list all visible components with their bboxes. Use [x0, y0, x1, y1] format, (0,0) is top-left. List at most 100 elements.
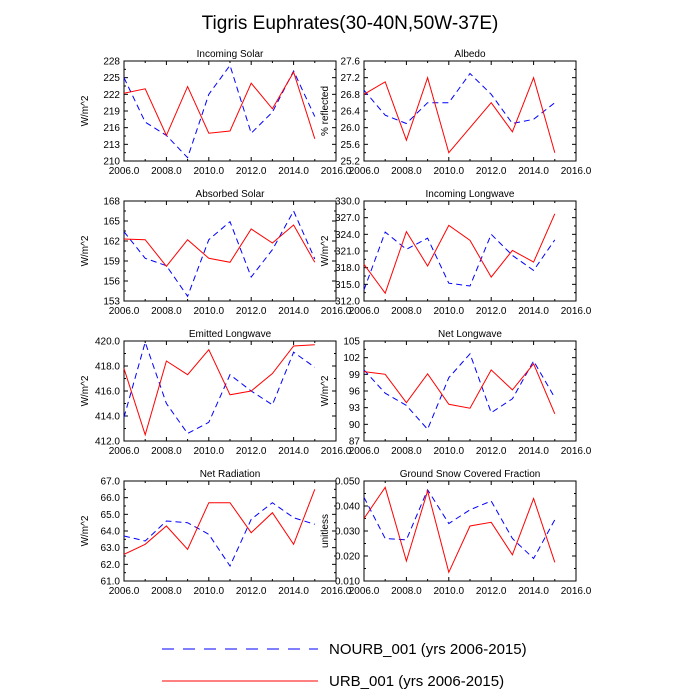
series-line-urb-001	[123, 344, 315, 437]
x-tick-label: 2012.0	[476, 586, 507, 597]
x-tick-label: 2006.0	[349, 306, 380, 317]
y-tick-label: 219	[103, 107, 120, 118]
y-tick-label: 66.0	[101, 493, 121, 504]
y-tick-label: 418.0	[95, 362, 120, 373]
chart-title: Emitted Longwave	[189, 329, 272, 340]
y-axis-label: W/m^2	[80, 375, 91, 406]
x-tick-label: 2012.0	[236, 446, 267, 457]
y-tick-label: 156	[103, 277, 120, 288]
y-tick-label: 99	[349, 370, 361, 381]
y-tick-label: 27.6	[341, 57, 361, 68]
y-tick-label: 222	[103, 90, 120, 101]
y-axis-label: W/m^2	[80, 235, 91, 266]
y-tick-label: 216	[103, 123, 120, 134]
chart-title: Net Radiation	[200, 469, 261, 480]
chart-title: Absorbed Solar	[196, 189, 266, 200]
series-line-nourb-001	[363, 231, 556, 291]
x-tick-label: 2008.0	[391, 306, 422, 317]
y-tick-label: 96	[349, 387, 361, 398]
y-tick-label: 25.6	[341, 140, 361, 151]
chart-net-radiation: Net Radiation W/m^2 2006.0 2008.0 2010.0 2012…	[80, 469, 352, 597]
x-tick-label: 2006.0	[349, 446, 380, 457]
figure-title: Tigris Euphrates(30-40N,50W-37E)	[202, 13, 499, 34]
y-tick-label: 168	[103, 197, 120, 208]
x-tick-label: 2010.0	[194, 586, 225, 597]
x-tick-label: 2016.0	[561, 446, 592, 457]
y-tick-label: 414.0	[95, 412, 120, 423]
chart-absorbed-solar: Absorbed Solar W/m^2 2006.0 2008.0 2010.0 201…	[80, 189, 352, 317]
x-tick-label: 2012.0	[476, 446, 507, 457]
x-tick-label: 2014.0	[518, 446, 549, 457]
series-line-urb-001	[363, 362, 556, 414]
series-line-urb-001	[363, 76, 556, 154]
series-line-urb-001	[123, 489, 316, 555]
x-tick-label: 2006.0	[349, 166, 380, 177]
x-tick-label: 2014.0	[518, 306, 549, 317]
x-tick-label: 2012.0	[236, 166, 267, 177]
x-tick-label: 2008.0	[151, 586, 182, 597]
y-tick-label: 102	[343, 353, 360, 364]
x-tick-label: 2006.0	[109, 586, 140, 597]
x-tick-label: 2010.0	[194, 166, 225, 177]
series-line-nourb-001	[363, 72, 556, 125]
y-tick-label: 0.030	[335, 527, 360, 538]
legend-label-urb: URB_001 (yrs 2006-2015)	[329, 673, 504, 690]
chart-incoming-solar: Incoming Solar W/m^2 2006.0 2008.0 2010.0 201…	[80, 49, 352, 177]
x-tick-label: 2016.0	[561, 586, 592, 597]
chart-title: Incoming Longwave	[426, 189, 515, 200]
x-tick-label: 2006.0	[109, 306, 140, 317]
series-line-urb-001	[123, 224, 316, 268]
y-tick-label: 312.0	[335, 297, 360, 308]
y-tick-label: 165	[103, 217, 120, 228]
y-tick-label: 330.0	[335, 197, 360, 208]
x-tick-label: 2014.0	[278, 586, 309, 597]
plot-frame	[123, 200, 337, 302]
y-tick-label: 225	[103, 73, 120, 84]
x-tick-label: 2006.0	[109, 446, 140, 457]
x-tick-label: 2010.0	[434, 166, 465, 177]
series-line-nourb-001	[123, 502, 315, 568]
series-line-nourb-001	[123, 64, 316, 159]
x-tick-label: 2008.0	[391, 166, 422, 177]
plot-frame	[363, 340, 577, 442]
y-tick-label: 210	[103, 157, 120, 168]
x-tick-label: 2016.0	[321, 446, 352, 457]
y-tick-label: 27.2	[341, 73, 361, 84]
x-tick-label: 2010.0	[194, 306, 225, 317]
y-tick-label: 420.0	[95, 337, 120, 348]
x-tick-label: 2016.0	[321, 586, 352, 597]
y-tick-label: 63.0	[101, 543, 121, 554]
y-tick-label: 93	[349, 403, 361, 414]
x-tick-label: 2010.0	[434, 586, 465, 597]
y-tick-label: 213	[103, 140, 120, 151]
series-line-nourb-001	[363, 352, 556, 431]
y-tick-label: 324.0	[335, 230, 360, 241]
y-axis-label: W/m^2	[80, 515, 91, 546]
x-tick-label: 2016.0	[321, 306, 352, 317]
x-tick-label: 2014.0	[278, 446, 309, 457]
chart-title: Net Longwave	[438, 329, 502, 340]
y-tick-label: 25.2	[341, 157, 361, 168]
y-tick-label: 228	[103, 57, 120, 68]
y-tick-label: 412.0	[95, 437, 120, 448]
chart-ground-snow-covered-fraction: Ground Snow Covered Fraction unitless 2006…	[320, 469, 592, 597]
y-tick-label: 162	[103, 237, 120, 248]
y-tick-label: 61.0	[101, 577, 121, 588]
y-tick-label: 315.0	[335, 280, 360, 291]
y-tick-label: 67.0	[101, 477, 121, 488]
x-tick-label: 2006.0	[109, 166, 140, 177]
y-tick-label: 0.010	[335, 577, 360, 588]
x-tick-label: 2014.0	[278, 166, 309, 177]
y-tick-label: 26.4	[341, 107, 361, 118]
chart-title: Ground Snow Covered Fraction	[400, 469, 541, 480]
y-tick-label: 62.0	[101, 560, 121, 571]
y-tick-label: 90	[349, 420, 361, 431]
x-tick-label: 2008.0	[391, 446, 422, 457]
y-tick-label: 0.040	[335, 502, 360, 513]
chart-emitted-longwave: Emitted Longwave W/m^2 2006.0 2008.0 2010.0 2…	[80, 329, 352, 457]
chart-title: Albedo	[454, 49, 486, 60]
y-tick-label: 318.0	[335, 263, 360, 274]
chart-net-longwave: Net Longwave W/m^2 2006.0 2008.0 2010.0 2012.…	[320, 329, 592, 457]
series-line-nourb-001	[363, 488, 556, 560]
